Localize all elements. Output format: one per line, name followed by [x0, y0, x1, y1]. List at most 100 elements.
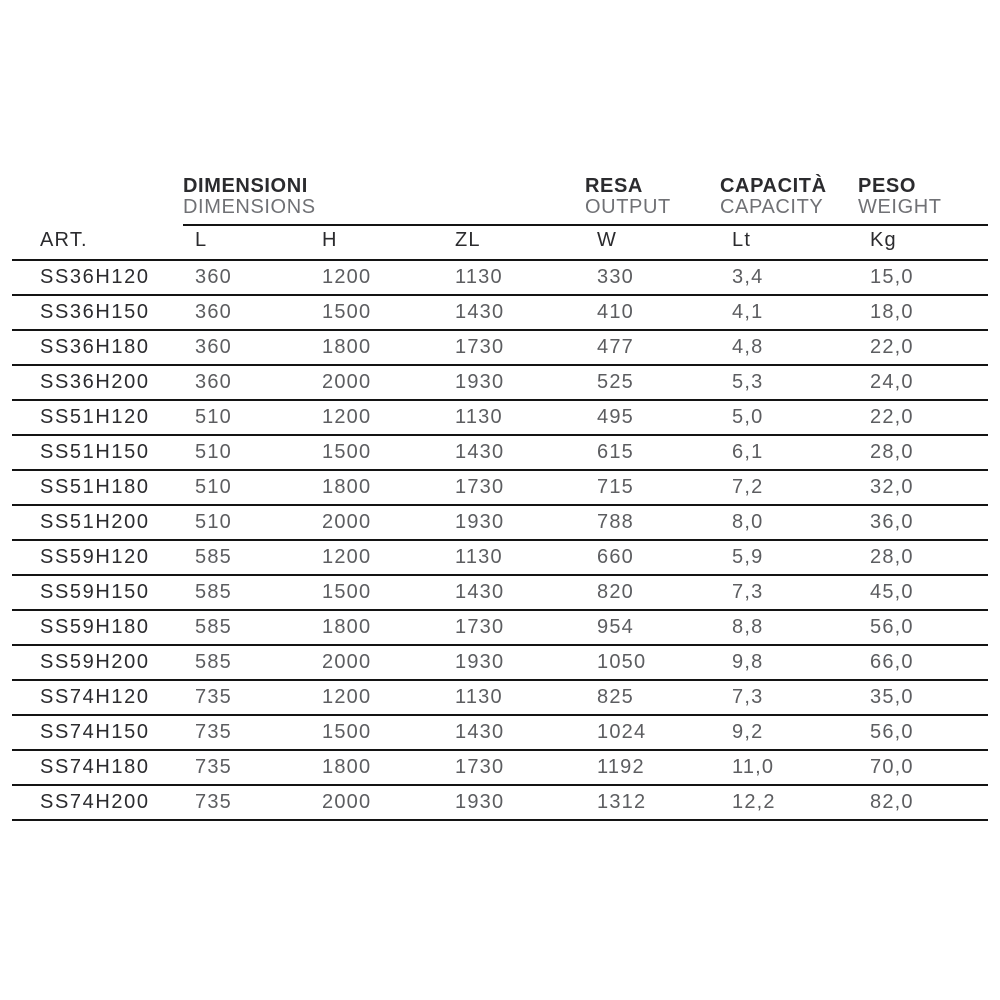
- value-cell: 9,2: [720, 715, 858, 751]
- table-row: SS74H120 735 1200 1130 825 7,3 35,0: [12, 680, 988, 716]
- value-cell: 825: [585, 680, 720, 716]
- value-cell: 1430: [443, 715, 585, 751]
- value-cell: 18,0: [858, 295, 988, 331]
- art-cell: SS51H150: [12, 435, 183, 471]
- value-cell: 788: [585, 505, 720, 541]
- group-weight: PESO WEIGHT: [858, 176, 942, 218]
- art-cell: SS51H120: [12, 400, 183, 436]
- art-cell: SS74H200: [12, 785, 183, 821]
- value-cell: 1130: [443, 540, 585, 576]
- value-cell: 1500: [310, 435, 443, 471]
- value-cell: 66,0: [858, 645, 988, 681]
- value-cell: 1500: [310, 575, 443, 611]
- value-cell: 510: [183, 505, 310, 541]
- column-header-l: L: [183, 226, 310, 261]
- table-row: SS36H150 360 1500 1430 410 4,1 18,0: [12, 295, 988, 331]
- value-cell: 7,3: [720, 575, 858, 611]
- value-cell: 1130: [443, 400, 585, 436]
- group-underline-rule: [183, 224, 988, 226]
- value-cell: 1130: [443, 680, 585, 716]
- value-cell: 330: [585, 260, 720, 296]
- value-cell: 1930: [443, 645, 585, 681]
- group-title: PESO: [858, 175, 916, 197]
- value-cell: 22,0: [858, 330, 988, 366]
- value-cell: 735: [183, 750, 310, 786]
- art-cell: SS74H120: [12, 680, 183, 716]
- value-cell: 360: [183, 295, 310, 331]
- table-body: SS36H120 360 1200 1130 330 3,4 15,0 SS36H150 360…: [12, 260, 988, 821]
- value-cell: 45,0: [858, 575, 988, 611]
- value-cell: 1500: [310, 295, 443, 331]
- value-cell: 585: [183, 610, 310, 646]
- value-cell: 4,1: [720, 295, 858, 331]
- value-cell: 585: [183, 540, 310, 576]
- value-cell: 1730: [443, 610, 585, 646]
- art-cell: SS36H200: [12, 365, 183, 401]
- value-cell: 12,2: [720, 785, 858, 821]
- group-subtitle: CAPACITY: [720, 196, 824, 218]
- group-output: RESA OUTPUT: [585, 176, 671, 218]
- group-title: DIMENSIONI: [183, 175, 308, 197]
- table-row: SS36H200 360 2000 1930 525 5,3 24,0: [12, 365, 988, 401]
- value-cell: 2000: [310, 645, 443, 681]
- group-header-band: DIMENSIONI DIMENSIONS RESA OUTPUT CAPACI…: [12, 173, 988, 226]
- value-cell: 1800: [310, 330, 443, 366]
- value-cell: 2000: [310, 505, 443, 541]
- value-cell: 9,8: [720, 645, 858, 681]
- value-cell: 1730: [443, 750, 585, 786]
- column-header-art: ART.: [12, 226, 183, 261]
- value-cell: 1500: [310, 715, 443, 751]
- group-title: CAPACITÀ: [720, 175, 827, 197]
- value-cell: 7,2: [720, 470, 858, 506]
- art-cell: SS59H120: [12, 540, 183, 576]
- value-cell: 35,0: [858, 680, 988, 716]
- group-capacity: CAPACITÀ CAPACITY: [720, 176, 827, 218]
- table-row: SS74H200 735 2000 1930 1312 12,2 82,0: [12, 785, 988, 821]
- column-header-row: ART. L H ZL W Lt Kg: [12, 226, 988, 261]
- value-cell: 82,0: [858, 785, 988, 821]
- value-cell: 70,0: [858, 750, 988, 786]
- value-cell: 3,4: [720, 260, 858, 296]
- group-subtitle: WEIGHT: [858, 196, 942, 218]
- group-dimensions: DIMENSIONI DIMENSIONS: [183, 176, 316, 218]
- value-cell: 1200: [310, 400, 443, 436]
- value-cell: 585: [183, 575, 310, 611]
- value-cell: 5,3: [720, 365, 858, 401]
- value-cell: 1800: [310, 470, 443, 506]
- value-cell: 5,0: [720, 400, 858, 436]
- art-cell: SS51H200: [12, 505, 183, 541]
- value-cell: 1430: [443, 575, 585, 611]
- value-cell: 1930: [443, 365, 585, 401]
- column-header-zl: ZL: [443, 226, 585, 261]
- column-header-lt: Lt: [720, 226, 858, 261]
- value-cell: 2000: [310, 785, 443, 821]
- table-row: SS51H150 510 1500 1430 615 6,1 28,0: [12, 435, 988, 471]
- art-cell: SS74H150: [12, 715, 183, 751]
- spec-data-table: ART. L H ZL W Lt Kg SS36H120 360 1200 1130 3…: [12, 226, 988, 821]
- value-cell: 1024: [585, 715, 720, 751]
- table-row: SS74H150 735 1500 1430 1024 9,2 56,0: [12, 715, 988, 751]
- value-cell: 410: [585, 295, 720, 331]
- value-cell: 5,9: [720, 540, 858, 576]
- table-row: SS74H180 735 1800 1730 1192 11,0 70,0: [12, 750, 988, 786]
- value-cell: 735: [183, 785, 310, 821]
- value-cell: 360: [183, 365, 310, 401]
- art-cell: SS74H180: [12, 750, 183, 786]
- column-header-w: W: [585, 226, 720, 261]
- value-cell: 1800: [310, 750, 443, 786]
- value-cell: 1200: [310, 260, 443, 296]
- value-cell: 495: [585, 400, 720, 436]
- value-cell: 28,0: [858, 540, 988, 576]
- art-cell: SS59H200: [12, 645, 183, 681]
- value-cell: 11,0: [720, 750, 858, 786]
- art-cell: SS51H180: [12, 470, 183, 506]
- value-cell: 1730: [443, 470, 585, 506]
- value-cell: 510: [183, 435, 310, 471]
- value-cell: 1730: [443, 330, 585, 366]
- value-cell: 56,0: [858, 610, 988, 646]
- value-cell: 1430: [443, 435, 585, 471]
- value-cell: 735: [183, 680, 310, 716]
- value-cell: 525: [585, 365, 720, 401]
- value-cell: 7,3: [720, 680, 858, 716]
- table-head: ART. L H ZL W Lt Kg: [12, 226, 988, 261]
